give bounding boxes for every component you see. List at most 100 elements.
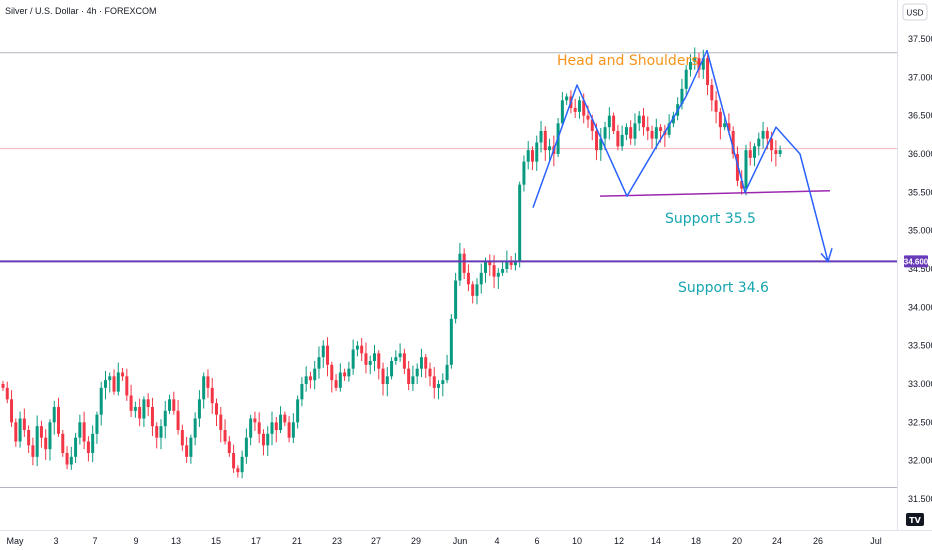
candle (35, 426, 39, 457)
candle (603, 127, 607, 139)
candle (44, 437, 48, 450)
candle (479, 272, 483, 285)
candle (642, 115, 645, 128)
candle (744, 150, 748, 189)
candle (398, 353, 402, 358)
candle (735, 154, 739, 181)
candle (133, 407, 137, 411)
symbol-title[interactable]: Silver / U.S. Dollar · 4h · FOREXCOM (5, 6, 157, 16)
candle (112, 376, 116, 392)
price-axis-panel[interactable] (898, 0, 932, 550)
time-tick-label: 10 (572, 536, 582, 546)
time-tick-label: 9 (133, 536, 138, 546)
candle (458, 253, 462, 281)
candle (210, 387, 214, 404)
candle (180, 430, 184, 446)
annotation-head-and-shoulders[interactable]: Head and Shoulders (557, 53, 698, 69)
candle (249, 418, 253, 438)
candle (274, 422, 278, 430)
candle (407, 368, 411, 384)
candle (283, 414, 287, 423)
svg-text:TV: TV (909, 516, 921, 525)
candle (150, 407, 154, 427)
candle (31, 445, 35, 457)
time-tick-label: May (6, 536, 24, 546)
candle (761, 131, 765, 139)
candle (236, 468, 240, 473)
candle (78, 422, 82, 438)
candle (163, 410, 167, 427)
tradingview-logo[interactable]: TV (906, 513, 924, 526)
candle (121, 372, 125, 377)
time-tick-label: 27 (371, 536, 381, 546)
candle (718, 111, 722, 128)
candle (560, 100, 564, 124)
candle (52, 407, 56, 423)
currency-button[interactable]: USD (902, 3, 928, 21)
candle (266, 433, 270, 446)
candle (778, 150, 782, 154)
candle (385, 376, 389, 384)
candle (633, 123, 637, 139)
candle (723, 123, 727, 128)
price-tick-label: 35.000 (908, 226, 932, 236)
candle (727, 123, 731, 131)
candle (1, 384, 5, 388)
neckline-support-line[interactable] (599, 190, 831, 197)
candle (765, 131, 769, 139)
candle (586, 115, 590, 120)
annotation-support-34-6[interactable]: Support 34.6 (678, 280, 769, 296)
candle (582, 100, 586, 116)
candle (270, 422, 274, 434)
candle (616, 131, 620, 147)
price-tick-label: 36.000 (908, 149, 932, 159)
candle (484, 261, 488, 273)
price-tick-label: 32.000 (908, 456, 932, 466)
candle (308, 376, 312, 381)
candle (108, 376, 112, 381)
candle (10, 399, 14, 423)
candle (116, 372, 120, 392)
candle (291, 422, 295, 438)
candle (5, 387, 9, 400)
candle (599, 138, 603, 151)
candle (244, 437, 248, 457)
candle (671, 115, 675, 124)
candle (466, 272, 470, 285)
candle (146, 399, 150, 407)
candle (138, 407, 142, 419)
candle (61, 433, 65, 453)
candle (402, 353, 406, 369)
candle (39, 426, 43, 438)
price-tick-label: 32.500 (908, 417, 932, 427)
candle (240, 456, 244, 473)
candle (176, 410, 180, 430)
candle (69, 456, 73, 465)
candle (680, 88, 684, 105)
candle (279, 414, 283, 430)
candle (424, 357, 428, 369)
candle (505, 261, 509, 269)
candle (223, 430, 227, 442)
candle (595, 131, 599, 151)
candle (82, 422, 86, 442)
candle (428, 368, 432, 377)
candle (197, 399, 201, 419)
candle (86, 441, 90, 453)
candle (488, 261, 492, 266)
candle (590, 119, 594, 131)
candle (624, 127, 628, 135)
head-and-shoulders-pattern[interactable] (532, 49, 829, 262)
time-tick-label: 12 (614, 536, 624, 546)
candle (125, 376, 129, 396)
price-label: 34.600 (904, 257, 929, 266)
candle (27, 430, 31, 446)
candle (360, 345, 364, 354)
candle (14, 422, 18, 442)
candle (74, 437, 78, 457)
time-tick-label: 23 (332, 536, 342, 546)
time-tick-label: Jun (453, 536, 468, 546)
annotation-support-35-5[interactable]: Support 35.5 (665, 211, 756, 227)
